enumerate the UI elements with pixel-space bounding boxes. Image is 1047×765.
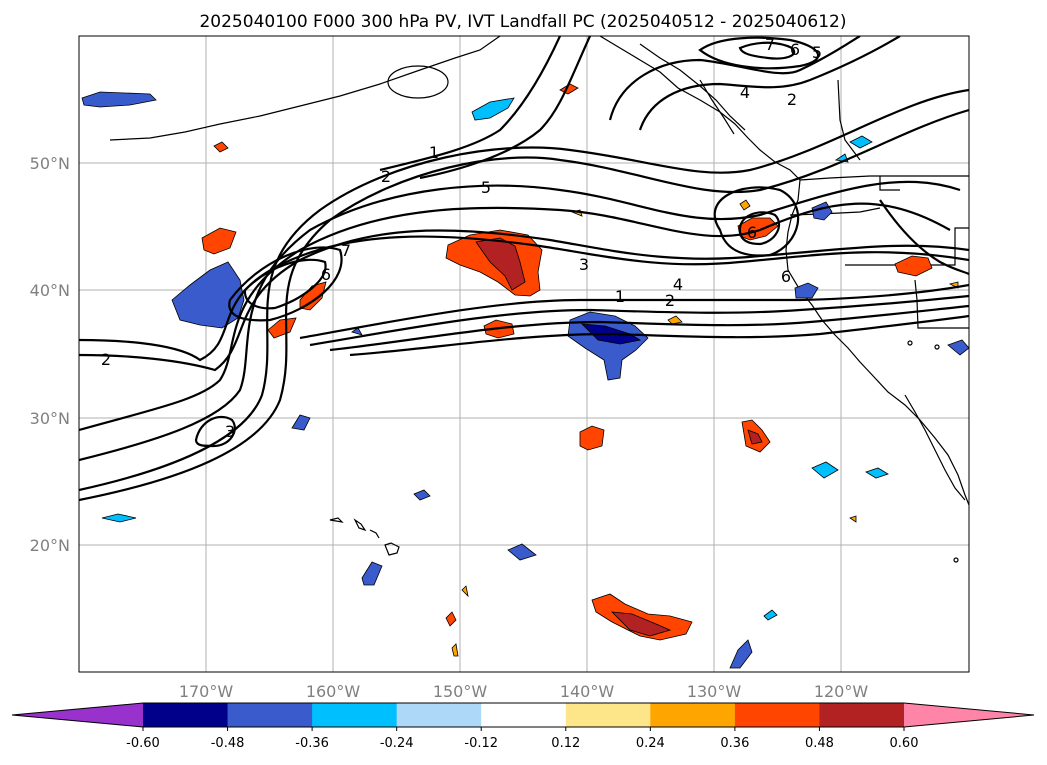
map-frame [78,35,970,673]
lon-tick-label: 160°W [306,682,361,701]
lat-tick-label: 50°N [30,154,70,173]
lon-tick-label: 150°W [433,682,488,701]
colorbar-extend-high [904,703,1034,727]
lon-tick-label: 130°W [687,682,742,701]
lon-tick-label: 120°W [814,682,869,701]
colorbar-tick-label: -0.36 [295,736,329,751]
contour-label: 6 [321,265,331,284]
colorbar-tick-label: 0.60 [890,736,919,751]
colorbar-segment [481,703,567,727]
lon-tick-label: 140°W [560,682,615,701]
contour-label: 1 [615,287,625,306]
contour-label: 7 [341,241,351,260]
contour-label: 7 [765,35,775,54]
contour-label: 2 [101,350,111,369]
lat-tick-label: 40°N [30,281,70,300]
contour-label: 6 [747,223,757,242]
gridlines [79,36,969,672]
contour-label: 2 [787,90,797,109]
contour-label: 3 [579,255,589,274]
lat-tick-labels: 50°N 40°N 30°N 20°N [30,154,70,555]
colorbar-segment [396,703,482,727]
contour-label: 6 [790,40,800,59]
colorbar-tick-label: -0.60 [126,736,160,751]
colorbar-segment [819,703,905,727]
colorbar-tick-label: 0.48 [805,736,834,751]
lat-tick-label: 20°N [30,536,70,555]
lon-tick-labels: 170°W 160°W 150°W 140°W 130°W 120°W [179,682,869,701]
colorbar-tick-label: -0.48 [211,736,245,751]
lon-tick-label: 170°W [179,682,234,701]
colorbar-segment [565,703,651,727]
colorbar-tick-label: -0.12 [464,736,498,751]
colorbar-segment [227,703,313,727]
colorbar-tick-label: 0.36 [720,736,749,751]
contour-labels: 1 2 5 6 7 3 4 6 2 4 7 6 5 1 2 6 2 3 6 [101,35,822,441]
contour-label: 6 [781,267,791,286]
contour-label: 4 [673,275,683,294]
colorbar-tick-label: -0.24 [380,736,414,751]
colorbar-segment [734,703,820,727]
contour-label: 5 [812,43,822,62]
colorbar-tick-label: 0.12 [551,736,580,751]
colorbar: -0.60 -0.48 -0.36 -0.24 -0.12 0.12 0.24 0.36 0.4… [11,702,1035,751]
contour-label: 4 [740,83,750,102]
map-panel: 1 2 5 6 7 3 4 6 2 4 7 6 5 1 2 6 2 3 6 [79,35,969,672]
colorbar-segment [312,703,398,727]
figure-title: 2025040100 F000 300 hPa PV, IVT Landfall… [199,12,846,32]
contour-label: 3 [225,422,235,441]
contour-label: 2 [665,291,675,310]
contour-label: 1 [429,143,439,162]
colorbar-tick-label: 0.24 [636,736,665,751]
colorbar-extend-low [12,703,143,727]
contour-label: 2 [381,167,391,186]
contour-label: 5 [481,178,491,197]
lat-tick-label: 30°N [30,409,70,428]
colorbar-segment [143,703,229,727]
ivt-contours [79,36,969,502]
islands [329,340,959,563]
colorbar-segment [650,703,736,727]
